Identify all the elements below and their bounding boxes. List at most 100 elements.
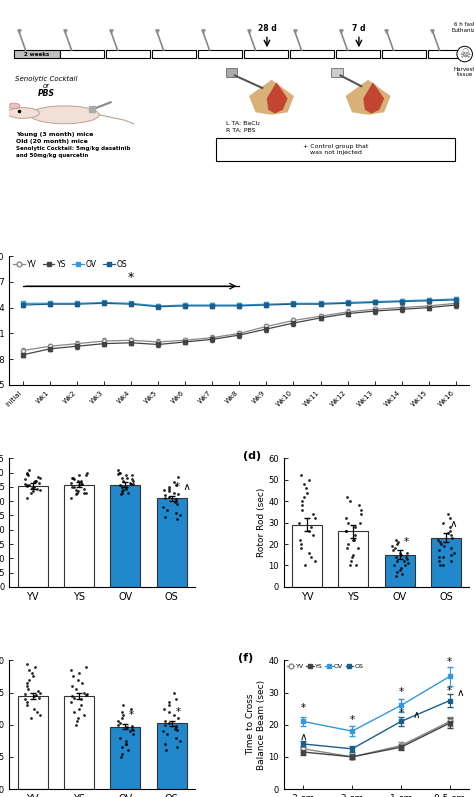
Bar	[64, 485, 94, 587]
Point	[343, 490, 350, 503]
Point	[23, 479, 31, 492]
Point	[118, 712, 126, 724]
Bar	[428, 50, 472, 58]
Point	[163, 504, 171, 516]
Point	[26, 463, 33, 476]
Point	[173, 493, 180, 506]
Text: *: *	[129, 710, 134, 720]
Point	[73, 486, 81, 499]
Point	[81, 486, 88, 499]
Point	[80, 482, 88, 495]
Ellipse shape	[7, 108, 39, 119]
Point	[165, 482, 173, 495]
Point	[170, 709, 178, 721]
Point	[300, 490, 308, 503]
Text: ∧: ∧	[450, 520, 457, 529]
Bar	[385, 555, 415, 587]
Point	[74, 673, 82, 686]
Point	[70, 705, 78, 718]
Bar	[18, 486, 48, 587]
Point	[346, 495, 354, 508]
Point	[348, 551, 356, 563]
Point	[32, 689, 40, 701]
Point	[403, 546, 410, 559]
Point	[173, 720, 180, 732]
Point	[82, 689, 90, 701]
Point	[32, 475, 40, 488]
Polygon shape	[249, 80, 294, 115]
Point	[75, 479, 83, 492]
Point	[392, 570, 400, 583]
Point	[172, 722, 179, 735]
Point	[31, 475, 38, 488]
Text: *: *	[175, 707, 181, 717]
Point	[357, 504, 365, 516]
Point	[342, 524, 349, 537]
Point	[307, 551, 315, 563]
Point	[72, 683, 80, 696]
Point	[116, 479, 124, 492]
Text: *: *	[447, 685, 452, 696]
Legend: YV, YS, OV, OS: YV, YS, OV, OS	[287, 663, 364, 669]
Point	[446, 520, 454, 533]
Bar	[14, 50, 60, 58]
Point	[23, 658, 30, 670]
Point	[445, 508, 452, 520]
Point	[173, 513, 181, 526]
Text: 28 d: 28 d	[257, 24, 276, 33]
Point	[161, 511, 168, 524]
Point	[174, 470, 182, 483]
Bar	[338, 531, 368, 587]
Point	[165, 717, 173, 730]
Text: ∧: ∧	[413, 710, 421, 720]
Text: Senolytic Cocktail: Senolytic Cocktail	[15, 76, 78, 82]
Point	[70, 473, 77, 486]
Point	[35, 685, 42, 697]
Text: 6 h fast
Euthanize: 6 h fast Euthanize	[451, 22, 474, 33]
Point	[305, 524, 312, 537]
Text: R TA: PBS: R TA: PBS	[226, 128, 255, 133]
Point	[396, 563, 404, 576]
Point	[115, 467, 122, 480]
Point	[120, 709, 128, 721]
Point	[82, 486, 90, 499]
Point	[447, 555, 455, 567]
Point	[114, 715, 121, 728]
Point	[436, 559, 444, 572]
Point	[174, 712, 182, 724]
Point	[392, 551, 400, 563]
Bar	[152, 50, 196, 58]
Point	[161, 702, 168, 715]
Point	[344, 516, 352, 529]
Point	[311, 512, 319, 524]
Point	[356, 516, 364, 529]
Point	[161, 718, 168, 731]
Point	[129, 724, 137, 736]
Text: and 50mg/kg quercetin: and 50mg/kg quercetin	[17, 153, 89, 159]
Point	[114, 463, 121, 476]
Y-axis label: Time to Cross
Balance Beam (sec): Time to Cross Balance Beam (sec)	[246, 680, 265, 770]
Point	[299, 504, 306, 516]
Point	[35, 477, 43, 489]
Point	[118, 486, 126, 499]
Point	[355, 542, 362, 555]
Ellipse shape	[9, 103, 20, 108]
Point	[170, 476, 178, 489]
Point	[118, 705, 125, 718]
FancyBboxPatch shape	[216, 138, 456, 161]
Point	[398, 548, 405, 561]
Point	[72, 488, 79, 501]
Point	[75, 667, 83, 680]
Bar	[290, 50, 334, 58]
Bar	[110, 727, 140, 789]
Point	[399, 567, 406, 580]
Point	[75, 469, 83, 481]
Point	[21, 477, 29, 490]
Point	[24, 469, 32, 481]
Point	[126, 477, 134, 489]
Point	[126, 724, 134, 737]
Point	[81, 686, 88, 699]
Point	[305, 473, 313, 486]
Point	[176, 734, 183, 747]
Point	[77, 477, 84, 490]
